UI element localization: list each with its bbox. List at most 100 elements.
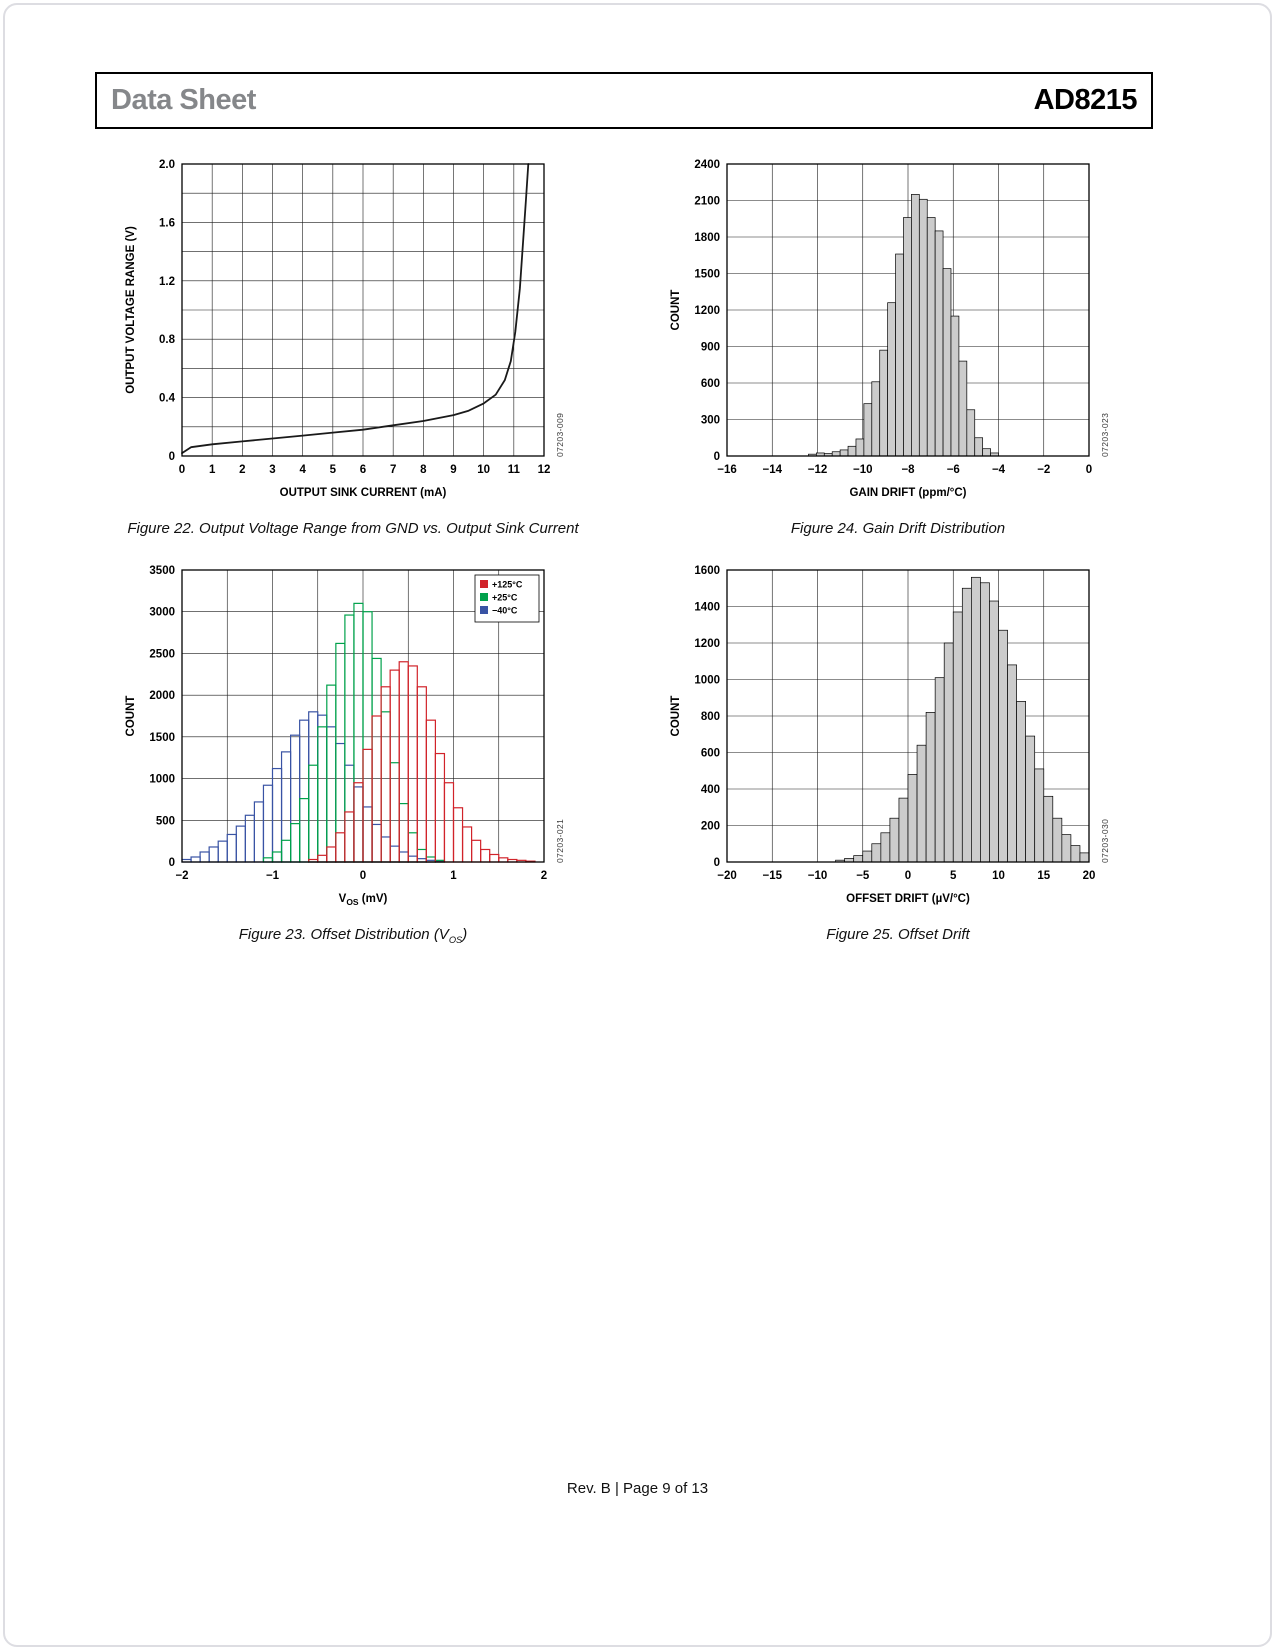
svg-text:1.2: 1.2 xyxy=(159,276,175,288)
svg-text:0: 0 xyxy=(714,857,720,869)
svg-text:20: 20 xyxy=(1083,870,1096,882)
figure-23: −2 −1 0 1 2 0 500 1000 1500 2000 2500 3000 3500 VOS (… xyxy=(118,558,588,945)
svg-text:−10: −10 xyxy=(808,870,828,882)
figure-id-watermark: 07203-023 xyxy=(1100,412,1110,457)
figure-caption: Figure 23. Offset Distribution (VOS) xyxy=(238,926,468,945)
svg-text:−8: −8 xyxy=(901,464,915,476)
svg-text:0.4: 0.4 xyxy=(159,393,176,405)
svg-text:OFFSET DRIFT (µV/°C): OFFSET DRIFT (µV/°C) xyxy=(846,893,970,905)
figure-caption: Figure 22. Output Voltage Range from GND… xyxy=(127,520,579,537)
figure-25: −20 −15 −10 −5 0 5 10 15 20 0 200 400 600 800 1000 1200… xyxy=(663,558,1133,943)
svg-text:300: 300 xyxy=(701,415,720,427)
svg-text:2: 2 xyxy=(239,464,245,476)
svg-text:COUNT: COUNT xyxy=(125,696,137,737)
svg-text:10: 10 xyxy=(992,870,1005,882)
svg-text:1000: 1000 xyxy=(694,675,720,687)
svg-text:−40°C: −40°C xyxy=(492,606,518,616)
page-footer: Rev. B | Page 9 of 13 xyxy=(566,1480,709,1497)
svg-text:12: 12 xyxy=(538,464,551,476)
svg-text:1: 1 xyxy=(209,464,216,476)
svg-text:200: 200 xyxy=(701,821,720,833)
svg-text:−15: −15 xyxy=(762,870,782,882)
svg-text:600: 600 xyxy=(701,748,720,760)
svg-text:11: 11 xyxy=(508,464,521,476)
svg-text:−14: −14 xyxy=(762,464,782,476)
svg-text:−10: −10 xyxy=(853,464,873,476)
svg-text:800: 800 xyxy=(701,711,720,723)
svg-text:0: 0 xyxy=(360,870,366,882)
svg-text:−1: −1 xyxy=(266,870,280,882)
svg-text:GAIN DRIFT (ppm/°C): GAIN DRIFT (ppm/°C) xyxy=(849,487,966,499)
svg-text:1200: 1200 xyxy=(694,638,720,650)
svg-text:4: 4 xyxy=(299,464,306,476)
svg-text:−12: −12 xyxy=(808,464,828,476)
svg-text:−16: −16 xyxy=(717,464,737,476)
svg-text:500: 500 xyxy=(156,815,175,827)
svg-text:0: 0 xyxy=(179,464,185,476)
svg-text:1600: 1600 xyxy=(694,565,720,577)
svg-text:2000: 2000 xyxy=(149,690,175,702)
svg-text:0.8: 0.8 xyxy=(159,334,176,346)
figure-id-watermark: 07203-030 xyxy=(1100,818,1110,863)
svg-text:3: 3 xyxy=(269,464,275,476)
svg-text:0: 0 xyxy=(169,857,175,869)
svg-text:8: 8 xyxy=(420,464,427,476)
svg-text:2100: 2100 xyxy=(694,196,720,208)
svg-text:9: 9 xyxy=(450,464,456,476)
svg-text:0: 0 xyxy=(714,451,720,463)
svg-text:OUTPUT SINK CURRENT (mA): OUTPUT SINK CURRENT (mA) xyxy=(280,487,447,499)
svg-text:5: 5 xyxy=(330,464,337,476)
svg-text:−5: −5 xyxy=(856,870,870,882)
svg-text:5: 5 xyxy=(950,870,957,882)
svg-text:0: 0 xyxy=(169,451,175,463)
svg-text:3000: 3000 xyxy=(149,607,175,619)
offset-distribution-chart: −2 −1 0 1 2 0 500 1000 1500 2000 2500 3000 3500 VOS (… xyxy=(125,565,547,907)
svg-text:1400: 1400 xyxy=(694,602,720,614)
svg-text:1800: 1800 xyxy=(694,232,720,244)
svg-text:+125°C: +125°C xyxy=(492,580,523,590)
figure-22: 0 1 2 3 4 5 6 7 8 9 10 11 12 0 0.4 0.8 1.2 1.6 2.0 OUTPUT S… xyxy=(118,152,588,537)
svg-text:OUTPUT VOLTAGE RANGE (V): OUTPUT VOLTAGE RANGE (V) xyxy=(125,226,137,394)
svg-text:−2: −2 xyxy=(1037,464,1050,476)
svg-text:COUNT: COUNT xyxy=(670,290,682,331)
svg-text:600: 600 xyxy=(701,378,720,390)
svg-text:0: 0 xyxy=(1086,464,1092,476)
svg-text:2500: 2500 xyxy=(149,648,175,660)
figure-caption: Figure 25. Offset Drift xyxy=(826,926,970,943)
svg-text:COUNT: COUNT xyxy=(670,696,682,737)
svg-text:1.6: 1.6 xyxy=(159,217,175,229)
svg-text:−2: −2 xyxy=(175,870,188,882)
svg-text:2400: 2400 xyxy=(694,159,720,171)
part-number: AD8215 xyxy=(1033,84,1138,116)
svg-text:1200: 1200 xyxy=(694,305,720,317)
gain-drift-distribution-chart: −16 −14 −12 −10 −8 −6 −4 −2 0 0 300 600 900 1200 1500 1… xyxy=(670,159,1092,499)
figure-id-watermark: 07203-009 xyxy=(555,412,565,457)
svg-text:1500: 1500 xyxy=(694,269,720,281)
header: Data Sheet AD8215 xyxy=(95,72,1153,129)
svg-text:−6: −6 xyxy=(947,464,960,476)
figure-caption: Figure 24. Gain Drift Distribution xyxy=(790,520,1006,537)
svg-text:3500: 3500 xyxy=(149,565,175,577)
svg-text:1000: 1000 xyxy=(149,774,175,786)
svg-text:7: 7 xyxy=(390,464,396,476)
figure-24: −16 −14 −12 −10 −8 −6 −4 −2 0 0 300 600 900 1200 1500 1… xyxy=(663,152,1133,537)
svg-text:10: 10 xyxy=(477,464,490,476)
svg-text:−4: −4 xyxy=(992,464,1006,476)
svg-text:2: 2 xyxy=(541,870,547,882)
svg-text:1: 1 xyxy=(450,870,457,882)
svg-text:VOS (mV): VOS (mV) xyxy=(339,893,388,907)
svg-text:2.0: 2.0 xyxy=(159,159,175,171)
svg-text:400: 400 xyxy=(701,784,720,796)
svg-text:15: 15 xyxy=(1037,870,1050,882)
svg-text:900: 900 xyxy=(701,342,720,354)
svg-text:−20: −20 xyxy=(717,870,737,882)
doc-type-label: Data Sheet xyxy=(111,84,256,116)
svg-text:1500: 1500 xyxy=(149,732,175,744)
offset-drift-chart: −20 −15 −10 −5 0 5 10 15 20020040060080010001200… xyxy=(670,565,1096,905)
svg-text:0: 0 xyxy=(905,870,911,882)
svg-text:+25°C: +25°C xyxy=(492,593,518,603)
figure-id-watermark: 07203-021 xyxy=(555,818,565,863)
svg-text:6: 6 xyxy=(360,464,366,476)
